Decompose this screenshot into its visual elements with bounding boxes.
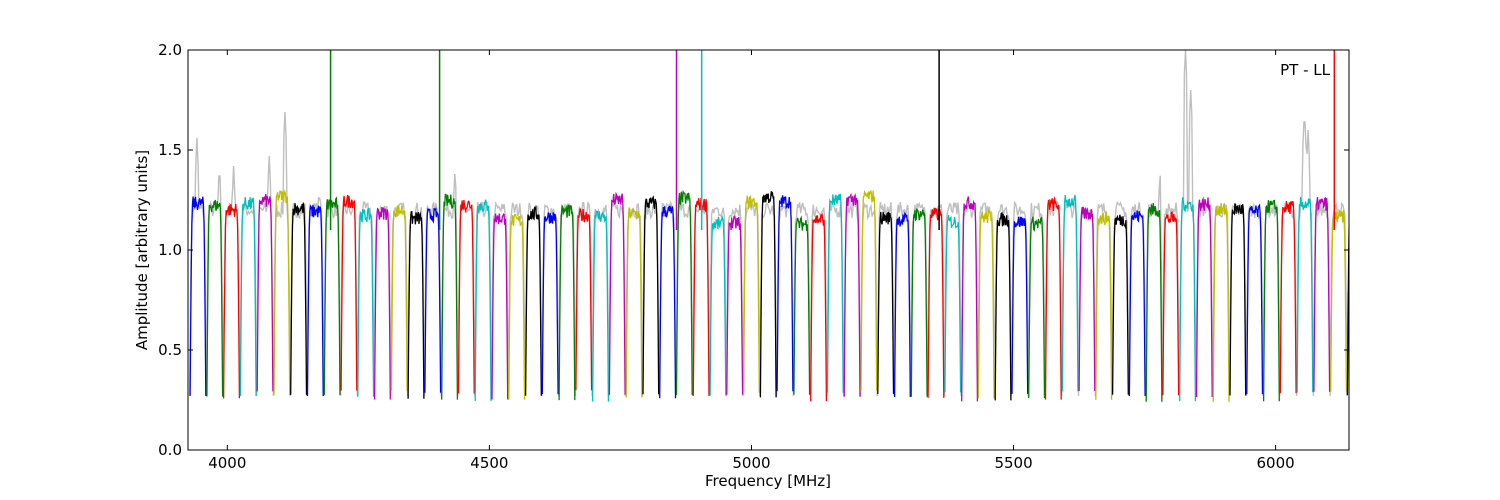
x-tick-label: 5000 — [732, 454, 770, 472]
channel-line — [776, 195, 794, 392]
y-axis-label: Amplitude [arbitrary units] — [133, 150, 151, 350]
channel-line — [1028, 216, 1046, 399]
channel-line — [1246, 203, 1264, 395]
channel-line — [1011, 216, 1029, 394]
channel-line — [541, 212, 559, 395]
channel-line — [1078, 206, 1096, 392]
channel-line — [1195, 196, 1213, 398]
channel-line — [239, 197, 257, 397]
channel-line — [1095, 211, 1113, 400]
channel-line — [1313, 196, 1331, 392]
channel-line — [1229, 203, 1247, 396]
x-axis-label: Frequency [MHz] — [705, 472, 831, 490]
channel-line — [977, 208, 995, 399]
y-tick-label: 0.0 — [158, 441, 182, 459]
channel-line — [189, 196, 207, 396]
channel-line — [1179, 197, 1197, 402]
channel-line — [759, 191, 777, 398]
channel-line — [256, 193, 274, 392]
channel-line — [1346, 207, 1349, 396]
channel-line — [206, 199, 224, 397]
channel-line — [726, 215, 744, 395]
channel-line — [424, 207, 442, 393]
channel-line — [290, 202, 308, 395]
channel-line — [474, 199, 492, 401]
channel-line — [407, 210, 425, 399]
channel-line — [843, 192, 861, 397]
channel-line — [1128, 210, 1146, 397]
channel-line — [357, 207, 375, 397]
channel-line — [709, 214, 727, 396]
channel-line — [793, 215, 811, 395]
channel-line — [1145, 203, 1163, 402]
y-tick-label: 0.5 — [158, 341, 182, 359]
plot-frame — [187, 49, 1350, 451]
channel-line — [558, 203, 576, 401]
channel-line — [927, 207, 945, 398]
channel-line — [1262, 199, 1280, 402]
channel-line — [1330, 208, 1348, 392]
x-tick-label: 4500 — [470, 454, 508, 472]
channel-line — [508, 213, 526, 400]
channel-line — [323, 196, 341, 396]
channel-line — [994, 211, 1012, 401]
channel-line — [222, 204, 241, 399]
channel-line — [742, 194, 760, 393]
channel-line — [810, 212, 828, 402]
channel-line — [893, 211, 911, 398]
channel-line — [591, 210, 610, 402]
channel-line — [306, 204, 324, 397]
channel-line — [1061, 194, 1079, 392]
channel-line — [1162, 211, 1180, 396]
channel-line — [1044, 195, 1062, 400]
y-tick-label: 1.0 — [158, 241, 182, 259]
channel-line — [877, 211, 895, 394]
channel-line — [524, 205, 542, 396]
channel-line — [457, 199, 475, 394]
channel-line — [659, 205, 677, 399]
channel-line — [1296, 197, 1314, 393]
x-tick-label: 5500 — [994, 454, 1032, 472]
background-series-line — [188, 50, 1349, 397]
channel-line — [1279, 200, 1297, 394]
channel-line — [910, 208, 928, 397]
ticks-layer: 4000 4500 5000 5500 6000 0.0 0.5 1.0 1.5 2.0 — [158, 41, 1349, 472]
channel-line — [373, 206, 391, 400]
chart-annotation: PT - LL — [1280, 61, 1331, 79]
channel-line — [575, 208, 593, 391]
channel-line — [491, 213, 509, 400]
channel-line — [441, 193, 459, 400]
channel-line — [625, 207, 643, 398]
channel-line — [961, 196, 979, 402]
series-layer — [188, 50, 1349, 402]
channel-line — [608, 191, 626, 395]
channel-line — [944, 214, 962, 393]
x-tick-label: 6000 — [1257, 454, 1295, 472]
y-tick-label: 2.0 — [158, 41, 182, 59]
channel-line — [860, 189, 878, 391]
channel-line — [390, 204, 408, 392]
channel-line — [642, 194, 660, 395]
y-tick-label: 1.5 — [158, 141, 182, 159]
channel-line — [826, 193, 844, 393]
channel-line — [340, 194, 358, 391]
channel-line — [1111, 214, 1129, 395]
channel-line — [675, 189, 693, 395]
channel-line — [273, 189, 291, 395]
x-tick-label: 4000 — [208, 454, 246, 472]
channel-line — [1212, 202, 1230, 402]
